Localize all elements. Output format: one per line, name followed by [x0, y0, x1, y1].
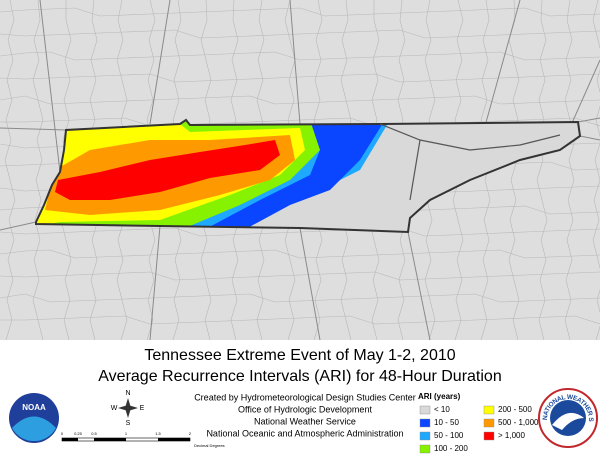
- compass: N S E W: [111, 390, 145, 427]
- county-line: [508, 0, 520, 341]
- legend-swatch: [419, 405, 431, 415]
- state-borders: [0, 0, 600, 341]
- legend-label: < 10: [434, 405, 450, 414]
- legend-swatch: [419, 418, 431, 428]
- legend: ARI (years) < 10 10 - 50 50 - 100 100 - 200…: [418, 392, 539, 454]
- map: [0, 0, 600, 341]
- credit: Created by Hydrometeorological Design St…: [194, 392, 416, 402]
- county-line: [0, 315, 600, 325]
- scale-label: 0.25: [74, 431, 83, 436]
- county-line: [4, 0, 16, 341]
- tennessee-outline: [35, 118, 582, 234]
- scale-bar-segment: [94, 438, 126, 441]
- county-line: [32, 0, 44, 341]
- ari-band: [55, 140, 280, 200]
- credit: National Weather Service: [254, 416, 356, 426]
- nws-emblem: [552, 412, 584, 430]
- county-line: [0, 73, 600, 83]
- county-line: [0, 293, 600, 303]
- compass-e: E: [140, 405, 145, 412]
- scale-label: 0.5: [91, 431, 97, 436]
- legend-label: 10 - 50: [434, 418, 459, 427]
- legend-title: ARI (years): [418, 392, 461, 401]
- legend-swatch: [483, 431, 495, 441]
- county-line: [0, 51, 600, 61]
- legend-label: > 1,000: [498, 431, 525, 440]
- scale-bar: Decimal Degrees 0 0.25 0.5 1 1.5 2: [61, 431, 225, 448]
- subtitle: Average Recurrence Intervals (ARI) for 4…: [98, 368, 501, 385]
- county-line: [0, 271, 600, 281]
- county-line: [592, 0, 600, 341]
- county-line: [0, 29, 600, 39]
- legend-label: 200 - 500: [498, 405, 532, 414]
- legend-swatch: [419, 431, 431, 441]
- compass-s: S: [126, 420, 131, 427]
- noaa-text: NOAA: [22, 403, 46, 412]
- county-outline: [379, 123, 561, 201]
- county-line: [0, 7, 600, 17]
- scale-bar-segment: [62, 438, 78, 441]
- compass-n: N: [125, 390, 130, 397]
- scale-label: 0: [61, 431, 64, 436]
- scale-bar-segment: [158, 438, 190, 441]
- compass-w: W: [111, 405, 118, 412]
- noaa-logo: NOAA: [9, 393, 59, 443]
- county-line: [0, 95, 600, 105]
- county-line: [0, 227, 600, 237]
- noaa-wave: [12, 416, 56, 442]
- ari-band: [200, 120, 385, 232]
- scale-unit: Decimal Degrees: [194, 443, 225, 448]
- legend-swatch: [483, 405, 495, 415]
- legend-label: 100 - 200: [434, 444, 468, 453]
- county-line: [564, 0, 576, 341]
- legend-swatch: [483, 418, 495, 428]
- compass-rose: [118, 398, 138, 418]
- county-line: [0, 249, 600, 259]
- scale-label: 1: [125, 431, 128, 436]
- title: Tennessee Extreme Event of May 1-2, 2010: [144, 347, 455, 364]
- legend-swatch: [419, 444, 431, 454]
- credit: Office of Hydrologic Development: [238, 404, 372, 414]
- legend-label: 50 - 100: [434, 431, 464, 440]
- scale-label: 1.5: [155, 431, 161, 436]
- county-line: [536, 0, 548, 341]
- scale-label: 2: [189, 431, 192, 436]
- legend-label: 500 - 1,000: [498, 418, 539, 427]
- credit: National Oceanic and Atmospheric Adminis…: [206, 428, 403, 438]
